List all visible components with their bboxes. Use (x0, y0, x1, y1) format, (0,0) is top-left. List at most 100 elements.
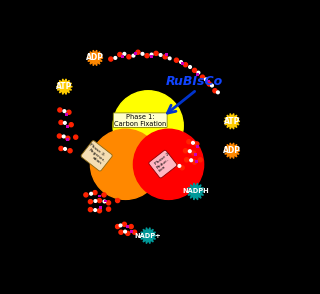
Circle shape (118, 53, 122, 56)
FancyBboxPatch shape (195, 160, 198, 163)
Text: ATP: ATP (224, 117, 240, 126)
Text: ADP: ADP (86, 54, 104, 62)
Circle shape (129, 225, 133, 229)
Circle shape (127, 55, 131, 59)
Text: Regener-: Regener- (88, 148, 106, 163)
Circle shape (204, 78, 207, 81)
Circle shape (193, 68, 196, 72)
Circle shape (62, 135, 65, 138)
Circle shape (66, 136, 70, 140)
Circle shape (124, 230, 126, 233)
Circle shape (114, 56, 117, 59)
FancyBboxPatch shape (207, 80, 210, 83)
Circle shape (185, 158, 189, 162)
Circle shape (119, 230, 123, 234)
FancyBboxPatch shape (121, 55, 124, 58)
Circle shape (59, 146, 63, 151)
FancyBboxPatch shape (150, 55, 153, 58)
Circle shape (145, 54, 149, 58)
Circle shape (213, 89, 217, 93)
FancyBboxPatch shape (126, 225, 129, 228)
Circle shape (102, 193, 106, 197)
Circle shape (63, 121, 66, 124)
Circle shape (88, 200, 92, 204)
Text: NADPH: NADPH (182, 188, 209, 195)
FancyBboxPatch shape (165, 53, 168, 56)
FancyBboxPatch shape (196, 73, 199, 76)
Circle shape (74, 135, 78, 139)
FancyBboxPatch shape (194, 153, 197, 156)
Circle shape (207, 82, 211, 86)
Circle shape (68, 149, 72, 153)
FancyBboxPatch shape (130, 230, 133, 233)
Polygon shape (56, 79, 72, 94)
Text: Reduc-: Reduc- (156, 157, 170, 170)
Polygon shape (224, 113, 240, 129)
Circle shape (123, 53, 126, 55)
Circle shape (133, 129, 204, 199)
Circle shape (84, 193, 88, 197)
Circle shape (64, 148, 67, 150)
Circle shape (132, 230, 137, 234)
Circle shape (163, 55, 167, 59)
Circle shape (98, 209, 101, 213)
Text: ation: ation (91, 156, 102, 165)
Circle shape (69, 123, 73, 127)
Circle shape (136, 50, 140, 54)
Text: Phase 1:
Carbon Fixation: Phase 1: Carbon Fixation (114, 114, 166, 127)
Text: ADP: ADP (223, 146, 241, 155)
FancyBboxPatch shape (196, 145, 199, 148)
FancyBboxPatch shape (180, 62, 184, 65)
Circle shape (191, 151, 196, 155)
Circle shape (119, 224, 122, 227)
Circle shape (192, 141, 194, 144)
Circle shape (126, 231, 130, 235)
Circle shape (63, 110, 66, 113)
FancyBboxPatch shape (99, 206, 102, 209)
Circle shape (113, 91, 183, 161)
Circle shape (88, 208, 92, 212)
Circle shape (180, 61, 182, 63)
Circle shape (173, 162, 177, 166)
Text: RuBIsCo: RuBIsCo (166, 75, 223, 88)
Circle shape (103, 200, 106, 203)
Polygon shape (224, 143, 240, 158)
Circle shape (189, 66, 191, 68)
Circle shape (150, 53, 153, 56)
Circle shape (107, 201, 111, 205)
Circle shape (154, 51, 158, 56)
Text: ATP: ATP (56, 82, 73, 91)
FancyBboxPatch shape (81, 141, 112, 171)
Circle shape (141, 53, 144, 55)
Circle shape (217, 91, 219, 94)
Circle shape (107, 207, 111, 211)
Circle shape (94, 200, 97, 202)
Circle shape (132, 54, 135, 57)
Circle shape (98, 198, 101, 203)
Polygon shape (140, 228, 156, 243)
Text: NADP+: NADP+ (135, 233, 162, 239)
FancyBboxPatch shape (134, 52, 137, 55)
Circle shape (159, 54, 162, 56)
Circle shape (178, 165, 181, 167)
Circle shape (200, 75, 204, 79)
Circle shape (190, 159, 193, 162)
Circle shape (57, 134, 61, 138)
FancyBboxPatch shape (65, 113, 68, 116)
FancyBboxPatch shape (149, 150, 177, 178)
Circle shape (197, 71, 200, 74)
Circle shape (67, 110, 71, 114)
Circle shape (90, 192, 92, 195)
Circle shape (94, 209, 97, 211)
Circle shape (193, 160, 196, 164)
FancyBboxPatch shape (66, 125, 68, 128)
Circle shape (168, 57, 171, 60)
FancyBboxPatch shape (66, 138, 69, 141)
Circle shape (91, 129, 161, 199)
Circle shape (211, 84, 213, 87)
FancyBboxPatch shape (104, 200, 107, 203)
Text: Phase 2:: Phase 2: (154, 151, 172, 166)
Circle shape (187, 140, 191, 144)
Circle shape (180, 166, 184, 170)
Circle shape (188, 150, 191, 153)
